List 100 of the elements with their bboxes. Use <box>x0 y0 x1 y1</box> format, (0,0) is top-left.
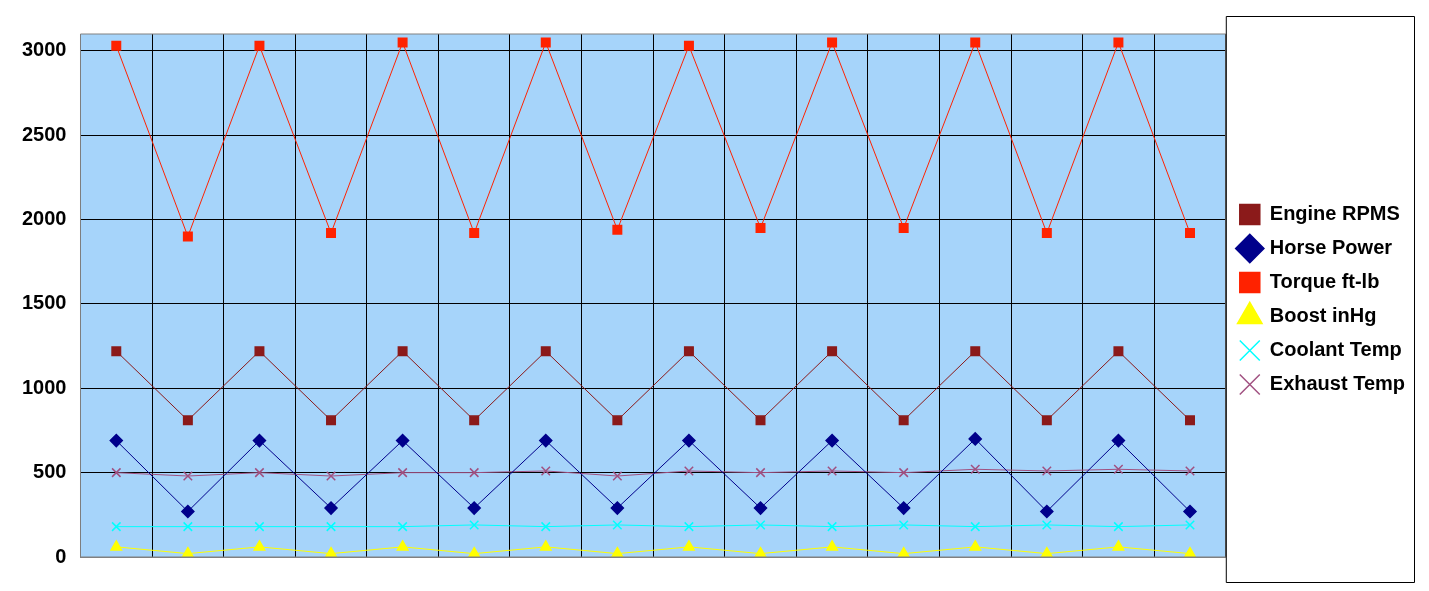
point <box>612 415 623 426</box>
point <box>970 521 981 532</box>
point <box>182 231 193 242</box>
point <box>612 471 623 482</box>
point <box>1113 37 1124 48</box>
point <box>254 467 265 478</box>
point <box>970 37 981 48</box>
y-tick-label: 2500 <box>21 122 67 145</box>
legend-label: Torque ft-lb <box>1269 270 1380 293</box>
point <box>111 40 122 51</box>
point <box>326 228 337 239</box>
point <box>970 346 981 357</box>
point <box>682 540 695 551</box>
point <box>968 432 982 446</box>
point <box>539 433 553 448</box>
point <box>324 501 338 515</box>
point <box>827 37 838 48</box>
point <box>182 415 193 426</box>
legend-label: Exhaust Temp <box>1269 372 1405 395</box>
point <box>326 471 337 482</box>
point <box>825 433 839 448</box>
point <box>253 540 266 551</box>
point <box>1113 464 1124 475</box>
point <box>1113 521 1124 532</box>
point <box>326 521 337 532</box>
point <box>898 519 909 530</box>
point <box>397 521 408 532</box>
point <box>896 501 911 515</box>
point <box>540 521 551 532</box>
point <box>1185 228 1195 239</box>
legend-label: Coolant Temp <box>1269 338 1402 361</box>
point <box>1112 540 1125 551</box>
point <box>1111 433 1126 448</box>
y-tick-label: 2000 <box>21 207 67 230</box>
point <box>898 223 909 234</box>
point <box>469 519 480 530</box>
point <box>397 467 408 478</box>
point <box>755 519 766 530</box>
point <box>111 467 122 478</box>
point <box>610 501 625 515</box>
point <box>755 467 766 478</box>
point <box>1183 504 1197 519</box>
point <box>683 346 694 357</box>
point <box>110 540 123 551</box>
point <box>827 346 838 357</box>
point <box>755 415 766 426</box>
y-tick-label: 3000 <box>21 38 67 61</box>
point <box>827 465 838 476</box>
point <box>898 415 909 426</box>
point <box>395 433 410 448</box>
point <box>111 346 122 357</box>
point <box>683 521 694 532</box>
point <box>753 501 768 515</box>
point <box>1185 465 1195 476</box>
point <box>970 464 981 475</box>
point <box>540 465 551 476</box>
point <box>254 40 265 51</box>
point <box>826 540 839 551</box>
point <box>1185 415 1195 426</box>
point <box>469 228 480 239</box>
y-tick-label: 500 <box>33 460 67 483</box>
point <box>1041 465 1052 476</box>
legend-label: Engine RPMS <box>1269 202 1400 225</box>
point <box>254 521 265 532</box>
legend-label: Horse Power <box>1269 236 1393 259</box>
point <box>683 40 694 51</box>
point <box>539 540 552 551</box>
point <box>181 504 195 519</box>
point <box>755 223 766 234</box>
point <box>469 415 480 426</box>
point <box>612 224 623 235</box>
legend-label: Boost inHg <box>1269 304 1377 327</box>
point <box>1185 519 1195 530</box>
point <box>1040 504 1054 519</box>
point <box>682 433 696 448</box>
point <box>683 465 694 476</box>
point <box>467 501 481 515</box>
y-tick-label: 1500 <box>21 291 67 314</box>
point <box>182 521 193 532</box>
point <box>827 521 838 532</box>
point <box>254 346 265 357</box>
point <box>898 467 909 478</box>
point <box>252 433 267 448</box>
y-tick-label: 0 <box>55 544 67 567</box>
point <box>397 346 408 357</box>
point <box>111 521 122 532</box>
point <box>469 467 480 478</box>
point <box>1041 519 1052 530</box>
point <box>540 37 551 48</box>
point <box>397 37 408 48</box>
point <box>1113 346 1124 357</box>
point <box>1041 415 1052 426</box>
point <box>109 433 124 448</box>
y-tick-label: 1000 <box>21 375 67 398</box>
point <box>326 415 337 426</box>
point <box>396 540 409 551</box>
point <box>540 346 551 357</box>
point <box>969 540 982 551</box>
point <box>1041 228 1052 239</box>
point <box>182 471 193 482</box>
